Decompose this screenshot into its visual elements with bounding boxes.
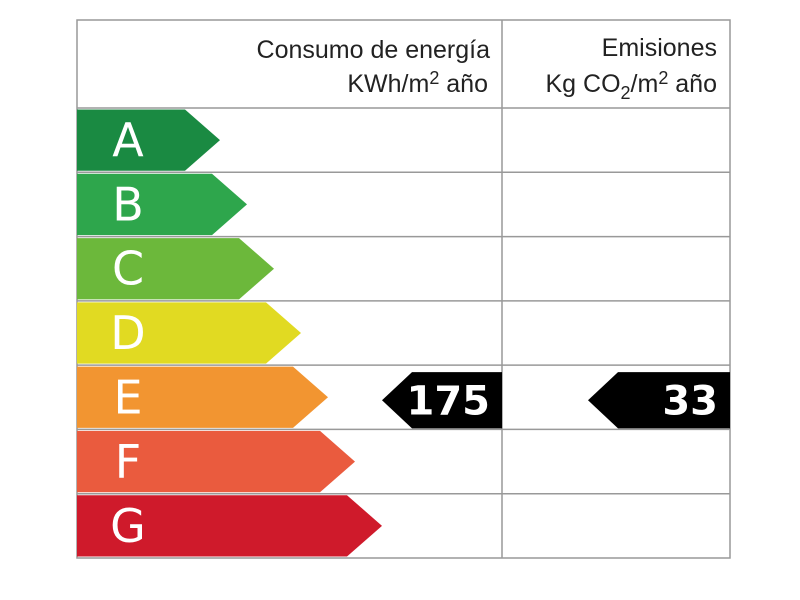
class-arrow bbox=[77, 495, 382, 557]
class-letter: A bbox=[112, 113, 144, 167]
class-letter: D bbox=[110, 306, 145, 360]
class-arrow bbox=[77, 430, 355, 493]
rating-value: 175 bbox=[407, 378, 491, 424]
energy-unit: KWh/m2 año bbox=[347, 68, 488, 98]
unit-part: Kg CO bbox=[545, 70, 620, 98]
class-arrow bbox=[77, 366, 328, 428]
class-letter: E bbox=[113, 370, 142, 424]
unit-sub: 2 bbox=[621, 83, 631, 103]
class-arrow bbox=[77, 109, 220, 171]
unit-part: año bbox=[439, 70, 488, 98]
class-letter: G bbox=[110, 499, 146, 553]
class-arrow bbox=[77, 238, 274, 300]
rating-value: 33 bbox=[662, 378, 718, 424]
emissions-title: Emisiones bbox=[602, 34, 717, 62]
class-arrow bbox=[77, 173, 247, 236]
class-arrow bbox=[77, 302, 301, 364]
class-letter: F bbox=[115, 435, 141, 489]
rating-indicator bbox=[588, 372, 730, 429]
emissions-unit: Kg CO2/m2 año bbox=[545, 68, 717, 103]
unit-part: año bbox=[668, 70, 717, 98]
unit-sup: 2 bbox=[658, 68, 668, 88]
class-letter: C bbox=[112, 242, 144, 296]
unit-sup: 2 bbox=[429, 68, 439, 88]
rating-indicator bbox=[382, 372, 502, 429]
unit-part: /m bbox=[631, 70, 659, 98]
unit-part: KWh/m bbox=[347, 70, 429, 98]
class-letter: B bbox=[112, 177, 144, 231]
energy-title: Consumo de energía bbox=[257, 36, 491, 64]
